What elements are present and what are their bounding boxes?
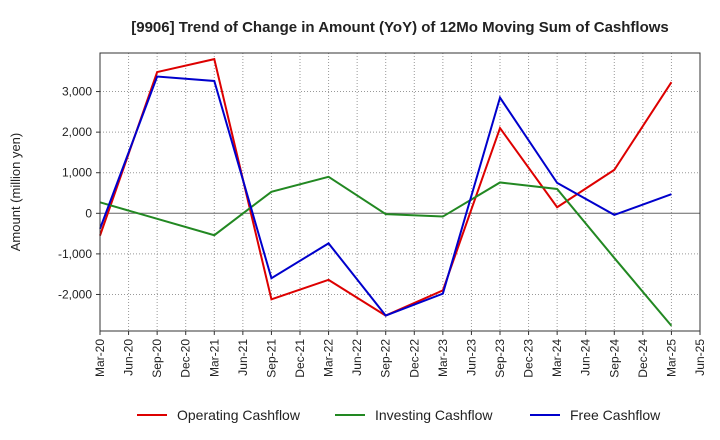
x-tick-label: Mar-22 bbox=[322, 339, 336, 377]
y-tick-label: -2,000 bbox=[58, 287, 92, 301]
x-tick-label: Sep-24 bbox=[607, 339, 621, 378]
legend-label-free-cashflow: Free Cashflow bbox=[570, 407, 661, 423]
y-tick-label: 0 bbox=[85, 206, 92, 220]
x-tick-label: Dec-23 bbox=[522, 339, 536, 378]
y-axis-ticks: -2,000 -1,000 0 1,000 2,000 3,000 bbox=[58, 85, 100, 301]
y-tick-label: 2,000 bbox=[62, 125, 92, 139]
x-tick-label: Jun-25 bbox=[693, 339, 707, 376]
x-tick-label: Sep-20 bbox=[150, 339, 164, 378]
series-line-operating-cashflow bbox=[99, 57, 673, 317]
x-tick-label: Dec-20 bbox=[179, 339, 193, 378]
chart-title: [9906] Trend of Change in Amount (YoY) o… bbox=[131, 19, 669, 36]
grid bbox=[99, 53, 701, 331]
x-tick-label: Dec-22 bbox=[407, 339, 421, 378]
legend: Operating Cashflow Investing Cashflow Free… bbox=[137, 407, 661, 423]
x-tick-label: Jun-20 bbox=[122, 339, 136, 376]
x-tick-label: Jun-23 bbox=[464, 339, 478, 376]
y-tick-label: 1,000 bbox=[62, 166, 92, 180]
x-tick-label: Sep-23 bbox=[493, 339, 507, 378]
series-line-investing-cashflow bbox=[99, 175, 673, 327]
x-tick-label: Mar-24 bbox=[550, 339, 564, 377]
x-tick-label: Mar-20 bbox=[93, 339, 107, 377]
legend-label-operating-cashflow: Operating Cashflow bbox=[177, 407, 301, 423]
y-axis-label: Amount (million yen) bbox=[8, 133, 23, 252]
x-tick-label: Mar-21 bbox=[207, 339, 221, 377]
y-tick-label: -1,000 bbox=[58, 247, 92, 261]
legend-label-investing-cashflow: Investing Cashflow bbox=[375, 407, 493, 423]
x-tick-label: Sep-22 bbox=[379, 339, 393, 378]
series-lines bbox=[99, 57, 673, 327]
x-tick-label: Dec-21 bbox=[293, 339, 307, 378]
x-axis-ticks: Mar-20 Jun-20 Sep-20 Dec-20 Mar-21 Jun-21 Sep-… bbox=[93, 331, 707, 378]
x-tick-label: Jun-22 bbox=[350, 339, 364, 376]
x-tick-label: Mar-23 bbox=[436, 339, 450, 377]
x-tick-label: Jun-24 bbox=[579, 339, 593, 376]
plot-frame bbox=[99, 52, 701, 332]
series-line-free-cashflow bbox=[99, 75, 672, 317]
y-tick-label: 3,000 bbox=[62, 85, 92, 99]
x-tick-label: Mar-25 bbox=[664, 339, 678, 377]
x-tick-label: Jun-21 bbox=[236, 339, 250, 376]
x-tick-label: Dec-24 bbox=[636, 339, 650, 378]
x-tick-label: Sep-21 bbox=[264, 339, 278, 378]
